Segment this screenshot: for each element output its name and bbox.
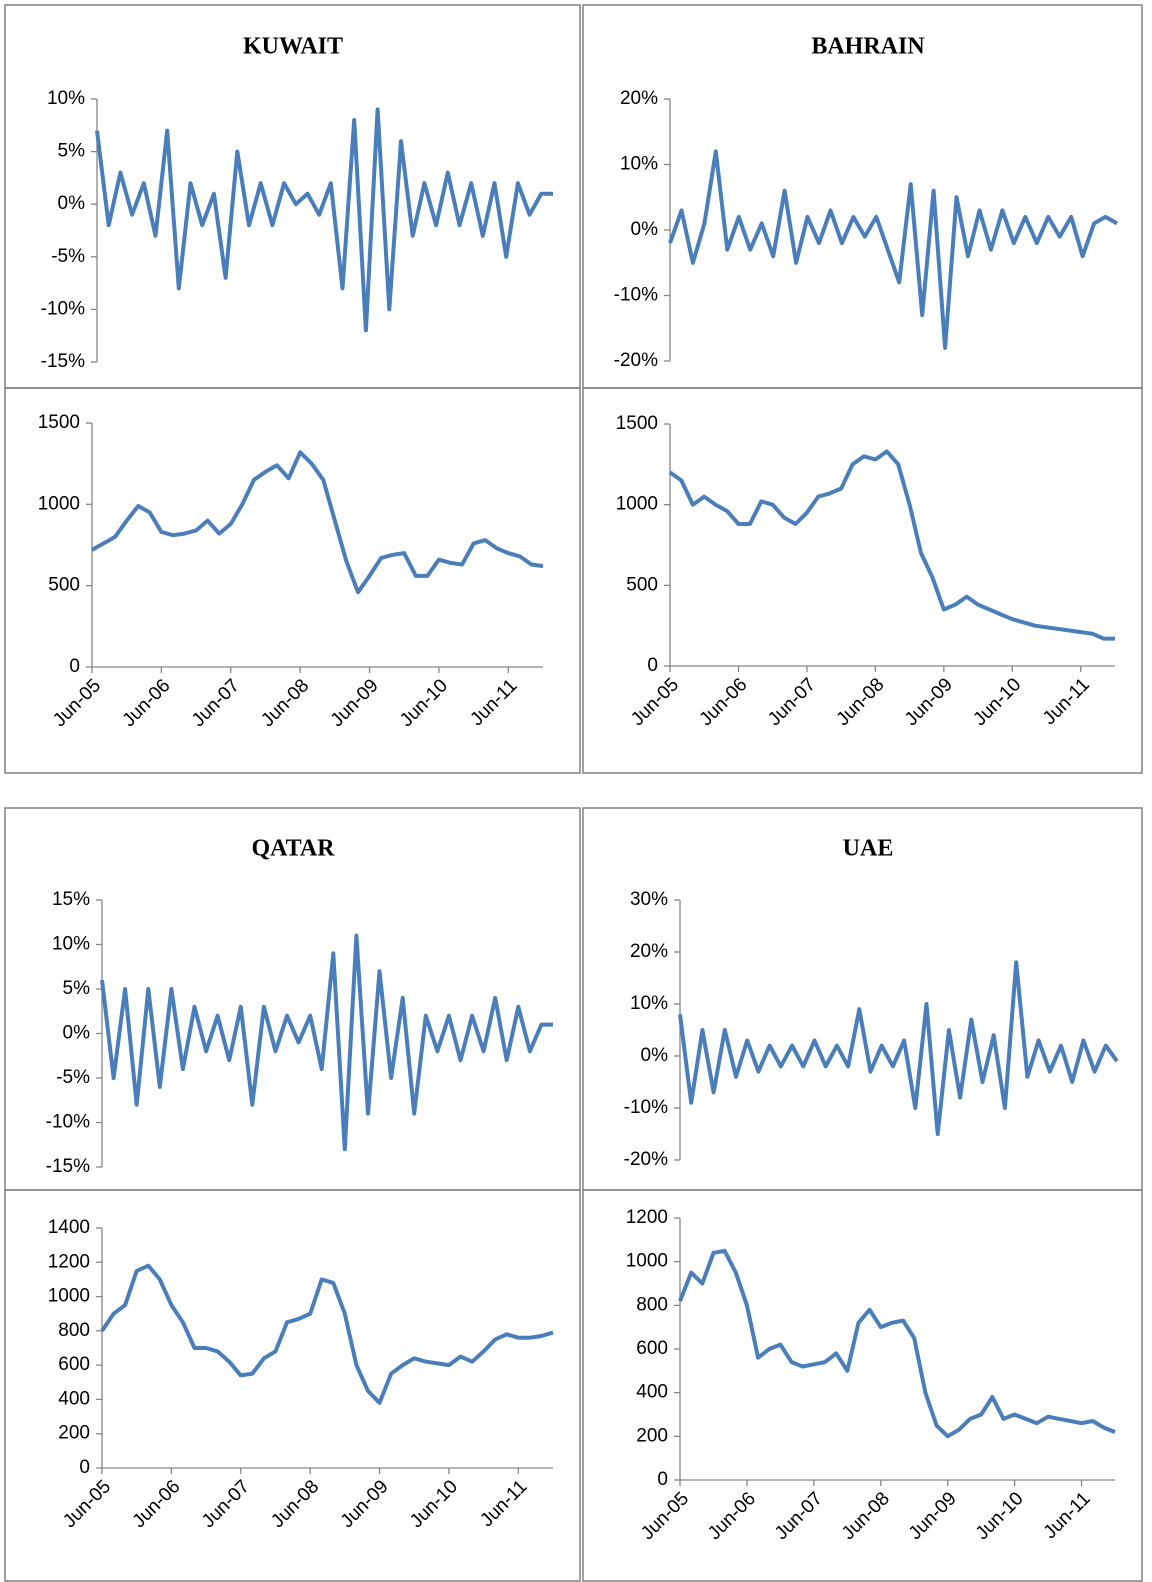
- x-tick-label: Jun-07: [771, 1488, 827, 1544]
- y-tick-label: 1000: [48, 1286, 90, 1307]
- y-tick-label: 500: [48, 575, 80, 596]
- y-tick-label: 0: [69, 656, 80, 677]
- x-tick-label: Jun-08: [838, 1488, 894, 1544]
- y-tick-label: 1000: [626, 1251, 668, 1272]
- y-tick-label: 800: [58, 1320, 90, 1341]
- x-tick-label: Jun-11: [476, 1476, 531, 1531]
- y-tick-label: 5%: [58, 141, 86, 162]
- panel-frame: [4, 387, 581, 774]
- y-tick-label: 600: [636, 1338, 668, 1359]
- y-tick-label: 10%: [620, 154, 658, 175]
- x-tick-label: Jun-10: [972, 1488, 1028, 1544]
- y-tick-label: 0: [657, 1469, 668, 1490]
- x-tick-label: Jun-06: [119, 675, 175, 731]
- y-tick-label: 5%: [63, 978, 91, 999]
- y-tick-label: 400: [636, 1382, 668, 1403]
- x-tick-label: Jun-11: [466, 675, 521, 730]
- data-line: [100, 933, 553, 1152]
- y-tick-label: 1400: [48, 1217, 90, 1238]
- y-tick-label: 600: [58, 1354, 90, 1375]
- y-tick-label: 0: [79, 1457, 90, 1478]
- y-tick-label: -10%: [46, 1112, 90, 1133]
- data-line: [91, 450, 544, 595]
- data-line: [678, 1248, 1116, 1439]
- y-tick-label: -20%: [614, 350, 658, 371]
- y-tick-label: -15%: [46, 1156, 90, 1177]
- y-tick-label: -5%: [51, 246, 85, 267]
- x-tick-label: Jun-09: [337, 1476, 393, 1532]
- x-tick-label: Jun-09: [327, 675, 383, 731]
- panel-frame: [582, 1189, 1143, 1582]
- y-tick-label: -20%: [624, 1149, 668, 1170]
- y-tick-label: 1200: [626, 1207, 668, 1228]
- y-tick-label: -10%: [624, 1097, 668, 1118]
- data-line: [668, 449, 1115, 641]
- chart-title: BAHRAIN: [811, 34, 925, 60]
- x-tick-label: Jun-07: [764, 674, 820, 730]
- y-tick-label: 200: [636, 1425, 668, 1446]
- chart-title: KUWAIT: [243, 34, 343, 60]
- x-tick-label: Jun-08: [267, 1476, 323, 1532]
- data-line: [95, 107, 553, 333]
- panel-frame: [582, 387, 1143, 774]
- y-tick-label: -10%: [41, 298, 85, 319]
- y-tick-label: 1200: [48, 1251, 90, 1272]
- panel-frame: [4, 1189, 581, 1582]
- y-tick-label: 0%: [63, 1023, 91, 1044]
- x-tick-label: Jun-05: [627, 674, 683, 730]
- y-tick-label: 10%: [52, 934, 90, 955]
- y-tick-label: -5%: [56, 1067, 90, 1088]
- y-tick-label: -10%: [614, 285, 658, 306]
- y-tick-label: 15%: [52, 889, 90, 910]
- y-tick-label: 200: [58, 1423, 90, 1444]
- y-tick-label: 1000: [616, 494, 658, 515]
- y-tick-label: 1000: [38, 493, 80, 514]
- x-tick-label: Jun-07: [198, 1476, 254, 1532]
- x-tick-label: Jun-05: [59, 1476, 115, 1532]
- y-tick-label: 0%: [641, 1045, 669, 1066]
- y-tick-label: 0: [647, 655, 658, 676]
- y-tick-label: 800: [636, 1294, 668, 1315]
- x-tick-label: Jun-09: [905, 1488, 961, 1544]
- x-tick-label: Jun-11: [1040, 1488, 1095, 1543]
- x-tick-label: Jun-09: [901, 674, 957, 730]
- y-tick-label: 10%: [630, 993, 668, 1014]
- y-tick-label: 0%: [631, 219, 659, 240]
- x-tick-label: Jun-06: [129, 1476, 185, 1532]
- y-tick-label: 10%: [47, 88, 85, 109]
- x-tick-label: Jun-06: [696, 674, 752, 730]
- y-tick-label: 0%: [58, 193, 86, 214]
- chart-title: UAE: [843, 836, 894, 862]
- y-tick-label: 20%: [620, 88, 658, 109]
- y-tick-label: 20%: [630, 941, 668, 962]
- panel-frame: [582, 4, 1143, 389]
- data-line: [668, 149, 1118, 350]
- x-tick-label: Jun-07: [188, 675, 244, 731]
- x-tick-label: Jun-11: [1039, 674, 1094, 729]
- x-tick-label: Jun-10: [406, 1476, 462, 1532]
- y-tick-label: 1500: [38, 412, 80, 433]
- y-tick-label: 1500: [616, 413, 658, 434]
- y-tick-label: 500: [626, 574, 658, 595]
- x-tick-label: Jun-08: [257, 675, 313, 731]
- x-tick-label: Jun-08: [833, 674, 889, 730]
- x-tick-label: Jun-05: [49, 675, 105, 731]
- chart-title: QATAR: [251, 836, 335, 862]
- x-tick-label: Jun-05: [637, 1488, 693, 1544]
- x-tick-label: Jun-06: [704, 1488, 760, 1544]
- y-tick-label: 30%: [630, 889, 668, 910]
- x-tick-label: Jun-10: [969, 674, 1025, 730]
- x-tick-label: Jun-10: [396, 675, 452, 731]
- data-line: [678, 960, 1119, 1136]
- y-tick-label: -15%: [41, 351, 85, 372]
- data-line: [100, 1263, 554, 1405]
- y-tick-label: 400: [58, 1388, 90, 1409]
